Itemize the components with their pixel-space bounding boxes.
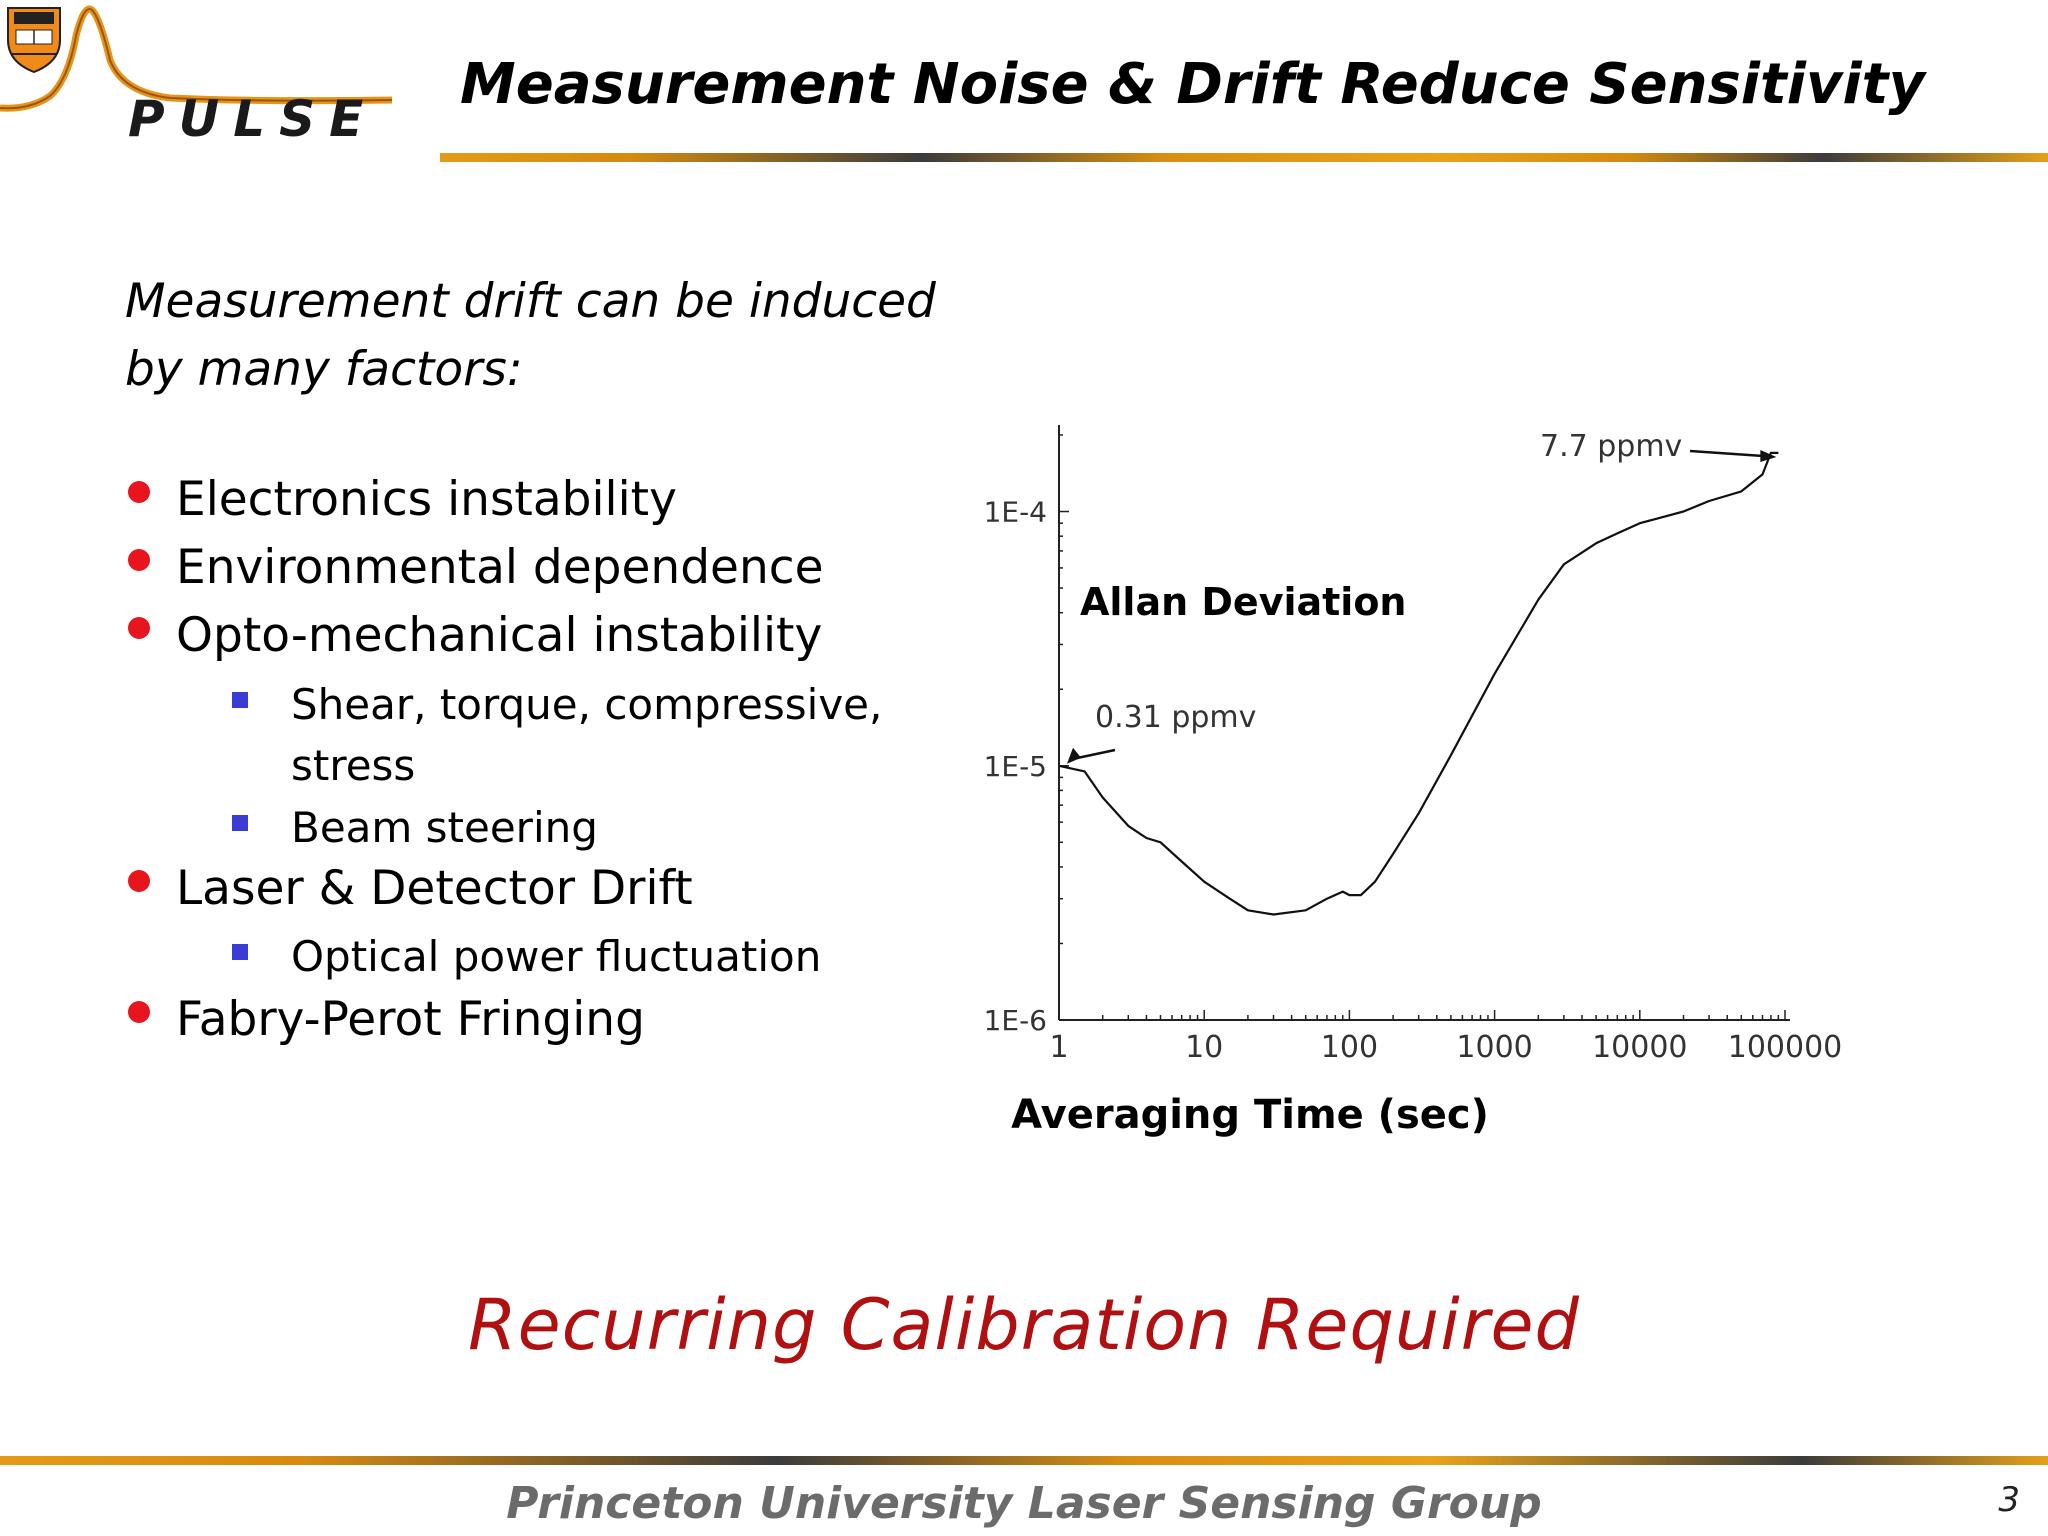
- sub-bullet-item: Optical power fluctuation: [0, 926, 960, 988]
- sub-bullet-text: Shear, torque, compressive,: [291, 680, 883, 729]
- sub-bullet-square-icon: [232, 944, 248, 960]
- bullet-dot-icon: [128, 481, 150, 503]
- chart-ticks: [1058, 434, 1786, 1021]
- bullet-dot-icon: [128, 617, 150, 639]
- y-tick-label: 1E-6: [984, 1004, 1047, 1037]
- chart-axes: [1058, 425, 1790, 1021]
- calibration-callout: Recurring Calibration Required: [468, 1284, 1580, 1366]
- annotation-min-label: 0.31 ppmv: [1095, 700, 1256, 735]
- x-tick-label: 10000: [1592, 1030, 1687, 1065]
- sub-bullet-continuation: stress: [0, 735, 960, 797]
- pulse-logo: PULSE: [0, 5, 393, 148]
- arrowhead-icon: [1760, 450, 1777, 462]
- y-tick-label: 1E-5: [984, 750, 1047, 783]
- sub-bullet-item: Beam steering: [0, 797, 960, 859]
- header-divider: [440, 153, 2048, 162]
- sub-bullet-text: Optical power fluctuation: [291, 932, 822, 981]
- x-tick-label: 100000: [1728, 1030, 1843, 1065]
- intro-text: Measurement drift can be induced by many…: [125, 274, 936, 397]
- bullet-dot-icon: [128, 870, 150, 892]
- princeton-shield-icon: [7, 7, 61, 74]
- sub-bullet-text: Beam steering: [291, 803, 598, 852]
- bullet-text: Environmental dependence: [176, 540, 824, 595]
- footer-divider: [0, 1456, 2048, 1465]
- x-tick-label: 10: [1185, 1030, 1223, 1065]
- bullet-dot-icon: [128, 549, 150, 571]
- chart-x-axis-label: Averaging Time (sec): [1011, 1092, 1489, 1138]
- bullet-item: Fabry-Perot Fringing: [0, 992, 960, 1052]
- bullet-dot-icon: [128, 1001, 150, 1023]
- bullet-item: Environmental dependence: [0, 540, 960, 600]
- x-tick-label: 1000: [1456, 1030, 1532, 1065]
- y-tick-label: 1E-4: [984, 496, 1047, 529]
- footer-organization: Princeton University Laser Sensing Group: [506, 1478, 1542, 1529]
- x-tick-label: 100: [1321, 1030, 1378, 1065]
- arrowhead-icon: [1067, 747, 1082, 764]
- page-number: 3: [1998, 1480, 2020, 1520]
- chart-series: [1058, 451, 1779, 916]
- allan-deviation-chart: 1 10 100 1000 10000 100000 1E-6 1E-5 1E-4 0.31 p…: [984, 425, 1843, 1138]
- annotation-max-arrow-icon: [1689, 449, 1764, 458]
- chart-title: Allan Deviation: [1080, 580, 1407, 624]
- sub-bullet-item: Shear, torque, compressive,: [0, 674, 960, 736]
- bullet-item: Electronics instability: [0, 472, 960, 532]
- bullet-text: Electronics instability: [176, 472, 677, 527]
- slide-title: Measurement Noise & Drift Reduce Sensiti…: [460, 52, 1925, 117]
- bullet-item: Laser & Detector Drift: [0, 861, 960, 921]
- sub-bullet-text: stress: [291, 741, 416, 790]
- sub-bullet-square-icon: [232, 692, 248, 708]
- logo-text: PULSE: [128, 90, 377, 148]
- allan-deviation-line: [1058, 451, 1779, 916]
- bullet-text: Fabry-Perot Fringing: [176, 992, 645, 1047]
- chart-tick-labels: 1 10 100 1000 10000 100000 1E-6 1E-5 1E-4: [984, 496, 1843, 1065]
- chart-annotations: 0.31 ppmv 7.7 ppmv: [1067, 429, 1777, 764]
- x-tick-label: 1: [1049, 1030, 1068, 1065]
- bullet-text: Opto-mechanical instability: [176, 608, 823, 663]
- annotation-max-label: 7.7 ppmv: [1540, 429, 1682, 464]
- bullet-item: Opto-mechanical instability: [0, 608, 960, 668]
- sub-bullet-square-icon: [232, 815, 248, 831]
- bullet-text: Laser & Detector Drift: [176, 861, 693, 916]
